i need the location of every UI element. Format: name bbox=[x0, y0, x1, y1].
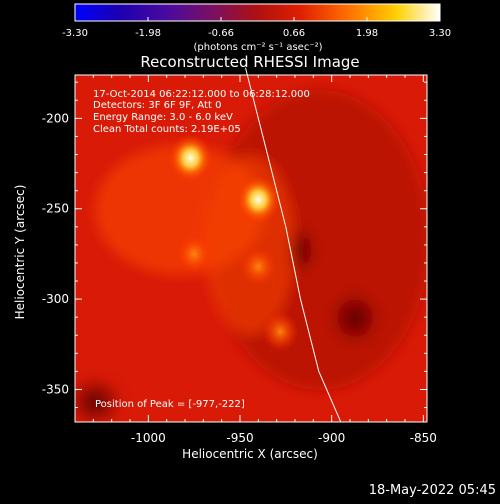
y-tick-label: -200 bbox=[42, 111, 69, 125]
x-tick-label: -950 bbox=[226, 431, 253, 445]
colorbar-ticks: -3.30 -1.98 -0.66 0.66 1.98 3.30 bbox=[62, 17, 451, 39]
plot-frame bbox=[74, 74, 428, 423]
x-tick-label: -900 bbox=[318, 431, 345, 445]
energy-range-text: Energy Range: 3.0 - 6.0 keV bbox=[93, 112, 233, 123]
y-tick-label: -250 bbox=[42, 202, 69, 216]
counts-text: Clean Total counts: 2.19E+05 bbox=[93, 124, 241, 135]
heatmap-source bbox=[176, 234, 213, 274]
colorbar-tick-label: -3.30 bbox=[62, 28, 88, 39]
detectors-text: Detectors: 3F 6F 9F, Att 0 bbox=[93, 100, 221, 111]
observation-info: 17-Oct-2014 06:22:12.000 to 06:28:12.000… bbox=[93, 89, 310, 135]
x-tick-label: -850 bbox=[410, 431, 437, 445]
axis-ticks: -1000 -950 -900 -850 -200 -250 -300 -350 bbox=[42, 75, 437, 445]
heatmap-source bbox=[236, 175, 281, 224]
heatmap-source bbox=[240, 246, 277, 287]
x-tick-label: -1000 bbox=[131, 431, 166, 445]
colorbar-tick-label: 0.66 bbox=[283, 28, 305, 39]
chart-title: Reconstructed RHESSI Image bbox=[140, 53, 359, 71]
x-axis-label: Heliocentric X (arcsec) bbox=[182, 447, 318, 461]
colorbar-tick-label: -0.66 bbox=[208, 28, 234, 39]
heatmap-sources bbox=[168, 133, 299, 352]
colorbar bbox=[74, 3, 441, 22]
y-axis-label: Heliocentric Y (arcsec) bbox=[13, 185, 27, 320]
y-tick-label: -300 bbox=[42, 292, 69, 306]
peak-position-text: Position of Peak = [-977,-222] bbox=[95, 399, 245, 410]
heatmap-source bbox=[262, 311, 299, 352]
footer-timestamp: 18-May-2022 05:45 bbox=[369, 483, 496, 498]
heatmap-source bbox=[168, 133, 213, 183]
time-range-text: 17-Oct-2014 06:22:12.000 to 06:28:12.000 bbox=[93, 89, 310, 100]
solar-limb-curve bbox=[245, 67, 342, 423]
colorbar-tick-label: -1.98 bbox=[135, 28, 161, 39]
y-tick-label: -350 bbox=[42, 382, 69, 396]
colorbar-tick-label: 3.30 bbox=[429, 28, 451, 39]
colorbar-units: (photons cm⁻² s⁻¹ asec⁻²) bbox=[193, 42, 322, 53]
colorbar-tick-label: 1.98 bbox=[356, 28, 378, 39]
heatmap-image bbox=[75, 75, 427, 422]
